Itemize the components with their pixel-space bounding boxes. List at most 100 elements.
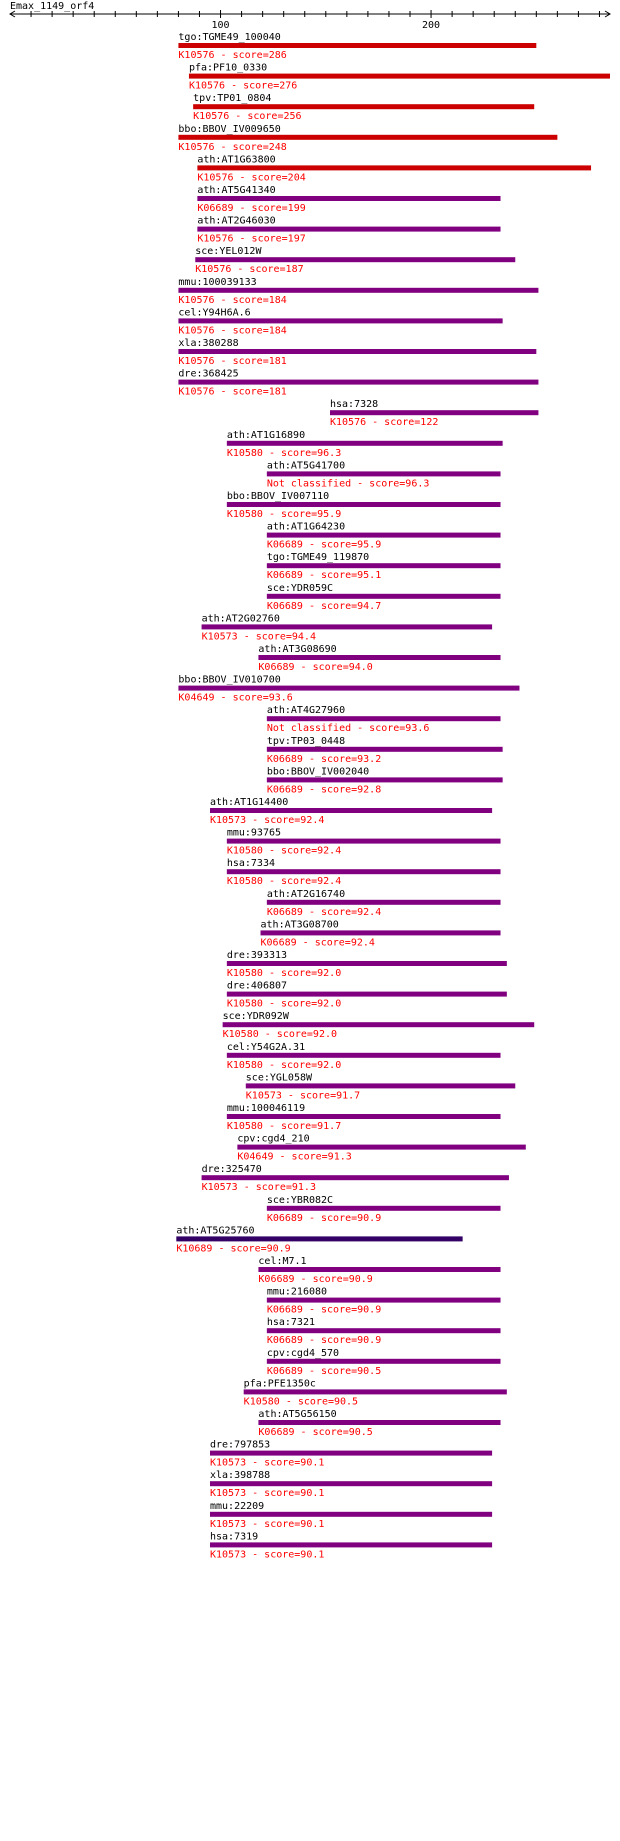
hit-score-label[interactable]: K10580 - score=92.4 <box>227 876 341 887</box>
hit-gene-label[interactable]: ath:AT4G27960 <box>267 705 345 716</box>
hit-gene-label[interactable]: mmu:216080 <box>267 1287 327 1298</box>
hit-bar[interactable] <box>178 685 520 691</box>
hit-bar[interactable] <box>188 73 610 79</box>
hit-score-label[interactable]: K10689 - score=90.9 <box>176 1243 290 1254</box>
hit-bar[interactable] <box>201 1175 509 1181</box>
hit-bar[interactable] <box>226 1114 501 1119</box>
hit-bar[interactable] <box>226 440 503 446</box>
hit-bar[interactable] <box>266 777 503 783</box>
hit-gene-label[interactable]: sce:YDR059C <box>267 583 333 594</box>
hit-bar[interactable] <box>243 1389 507 1395</box>
hit-score-label[interactable]: K10573 - score=90.1 <box>210 1488 324 1499</box>
hit-bar[interactable] <box>210 1481 493 1487</box>
hit-score-label[interactable]: K06689 - score=94.7 <box>267 601 381 612</box>
hit-gene-label[interactable]: cel:Y54G2A.31 <box>227 1042 305 1053</box>
hit-score-label[interactable]: K06689 - score=90.5 <box>267 1366 381 1377</box>
hit-score-label[interactable]: K04649 - score=93.6 <box>178 693 292 704</box>
hit-bar[interactable] <box>226 838 501 844</box>
hit-score-label[interactable]: K10573 - score=90.1 <box>210 1458 324 1469</box>
hit-bar[interactable] <box>226 1052 501 1058</box>
hit-bar[interactable] <box>178 43 537 48</box>
hit-gene-label[interactable]: ath:AT2G46030 <box>197 216 275 227</box>
hit-gene-label[interactable]: hsa:7319 <box>210 1531 258 1542</box>
hit-score-label[interactable]: K10576 - score=197 <box>197 234 305 245</box>
hit-score-label[interactable]: K10580 - score=92.0 <box>227 1060 341 1071</box>
hit-bar[interactable] <box>222 1022 535 1028</box>
hit-gene-label[interactable]: bbo:BBOV_IV009650 <box>178 124 280 135</box>
hit-score-label[interactable]: K10576 - score=248 <box>178 142 286 153</box>
hit-gene-label[interactable]: xla:380288 <box>178 338 238 349</box>
hit-bar[interactable] <box>266 1205 501 1211</box>
hit-bar[interactable] <box>201 624 493 630</box>
hit-gene-label[interactable]: sce:YDR092W <box>223 1011 290 1022</box>
hit-score-label[interactable]: K10580 - score=92.0 <box>223 1029 337 1040</box>
hit-score-label[interactable]: K04649 - score=91.3 <box>237 1152 351 1163</box>
hit-gene-label[interactable]: sce:YBR082C <box>267 1195 333 1206</box>
hit-gene-label[interactable]: hsa:7328 <box>330 399 378 410</box>
hit-bar[interactable] <box>266 471 501 477</box>
hit-gene-label[interactable]: pfa:PF10_0330 <box>189 63 267 74</box>
hit-bar[interactable] <box>178 349 537 354</box>
hit-gene-label[interactable]: mmu:100039133 <box>178 277 256 288</box>
hit-bar[interactable] <box>237 1144 526 1150</box>
hit-gene-label[interactable]: bbo:BBOV_IV010700 <box>178 675 280 686</box>
hit-gene-label[interactable]: cel:M7.1 <box>258 1256 306 1267</box>
hit-score-label[interactable]: K10573 - score=90.1 <box>210 1519 324 1530</box>
hit-bar[interactable] <box>195 257 516 263</box>
hit-score-label[interactable]: K10576 - score=181 <box>178 387 286 398</box>
hit-gene-label[interactable]: ath:AT5G56150 <box>258 1409 336 1420</box>
hit-bar[interactable] <box>193 104 535 110</box>
hit-score-label[interactable]: K10580 - score=91.7 <box>227 1121 341 1132</box>
hit-score-label[interactable]: Not classified - score=93.6 <box>267 723 430 734</box>
hit-gene-label[interactable]: mmu:93765 <box>227 828 281 839</box>
hit-bar[interactable] <box>266 532 501 538</box>
hit-gene-label[interactable]: tpv:TP03_0448 <box>267 736 345 747</box>
hit-score-label[interactable]: K10573 - score=91.7 <box>246 1090 360 1101</box>
hit-score-label[interactable]: K10580 - score=90.5 <box>244 1396 358 1407</box>
hit-gene-label[interactable]: sce:YEL012W <box>195 246 262 257</box>
hit-gene-label[interactable]: cpv:cgd4_210 <box>237 1134 309 1145</box>
hit-bar[interactable] <box>226 869 501 875</box>
hit-score-label[interactable]: K10573 - score=92.4 <box>210 815 324 826</box>
hit-score-label[interactable]: K10576 - score=276 <box>189 81 297 92</box>
hit-gene-label[interactable]: ath:AT1G16890 <box>227 430 305 441</box>
hit-bar[interactable] <box>266 1328 501 1334</box>
hit-score-label[interactable]: K10580 - score=92.4 <box>227 846 341 857</box>
hit-score-label[interactable]: K10576 - score=187 <box>195 264 303 275</box>
hit-score-label[interactable]: K06689 - score=90.9 <box>267 1305 381 1316</box>
hit-score-label[interactable]: K06689 - score=95.9 <box>267 540 381 551</box>
hit-gene-label[interactable]: tgo:TGME49_100040 <box>178 32 280 43</box>
hit-gene-label[interactable]: ath:AT3G08690 <box>258 644 336 655</box>
hit-bar[interactable] <box>226 502 501 507</box>
hit-gene-label[interactable]: hsa:7334 <box>227 858 275 869</box>
hit-score-label[interactable]: K06689 - score=94.0 <box>258 662 372 673</box>
hit-bar[interactable] <box>178 318 503 324</box>
hit-score-label[interactable]: K10580 - score=95.9 <box>227 509 341 520</box>
hit-gene-label[interactable]: cpv:cgd4_570 <box>267 1348 339 1359</box>
hit-gene-label[interactable]: tgo:TGME49_119870 <box>267 552 369 563</box>
hit-gene-label[interactable]: cel:Y94H6A.6 <box>178 307 250 318</box>
hit-bar[interactable] <box>197 226 501 232</box>
hit-score-label[interactable]: K06689 - score=95.1 <box>267 570 381 581</box>
hit-gene-label[interactable]: pfa:PFE1350c <box>244 1378 316 1389</box>
hit-score-label[interactable]: K06689 - score=90.9 <box>267 1335 381 1346</box>
hit-score-label[interactable]: K10576 - score=184 <box>178 325 286 336</box>
hit-score-label[interactable]: K06689 - score=90.9 <box>258 1274 372 1285</box>
hit-score-label[interactable]: K10576 - score=122 <box>330 417 438 428</box>
hit-bar[interactable] <box>210 1542 493 1548</box>
hit-score-label[interactable]: K10573 - score=90.1 <box>210 1549 324 1560</box>
hit-gene-label[interactable]: tpv:TP01_0804 <box>193 93 271 104</box>
hit-gene-label[interactable]: dre:406807 <box>227 981 287 992</box>
hit-score-label[interactable]: K06689 - score=92.8 <box>267 784 381 795</box>
hit-bar[interactable] <box>178 379 539 385</box>
hit-bar[interactable] <box>266 1297 501 1303</box>
hit-gene-label[interactable]: ath:AT2G16740 <box>267 889 345 900</box>
hit-gene-label[interactable]: dre:368425 <box>178 369 238 380</box>
hit-score-label[interactable]: K06689 - score=90.5 <box>258 1427 372 1438</box>
hit-gene-label[interactable]: ath:AT3G08700 <box>261 919 339 930</box>
hit-score-label[interactable]: K10573 - score=94.4 <box>202 631 316 642</box>
hit-bar[interactable] <box>210 1511 493 1517</box>
hit-bar[interactable] <box>266 899 501 905</box>
hit-score-label[interactable]: K10576 - score=256 <box>193 111 301 122</box>
hit-score-label[interactable]: K06689 - score=92.4 <box>261 937 375 948</box>
